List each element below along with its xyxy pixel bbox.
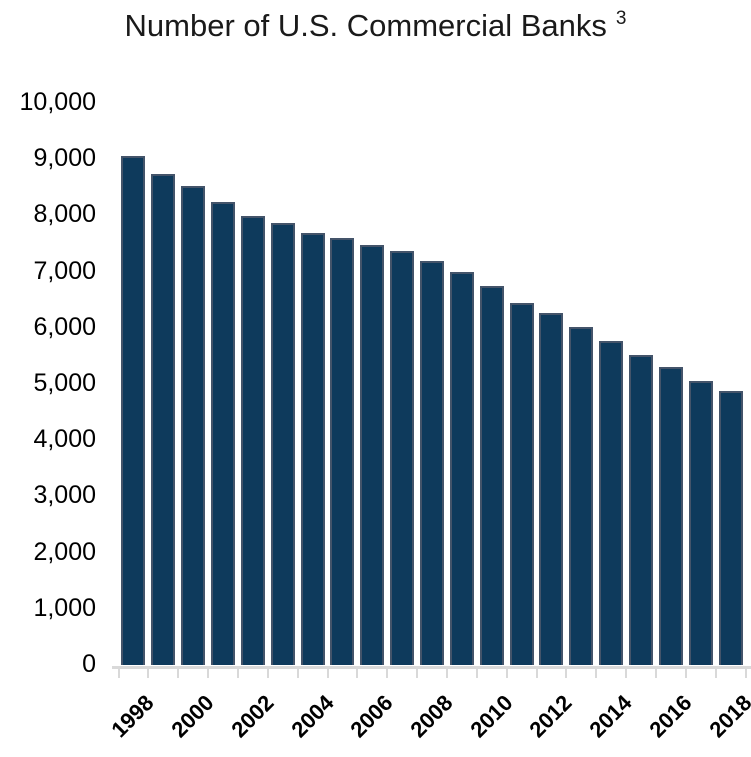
y-axis-tick-label-10000: 10,000 (19, 87, 96, 116)
y-axis-tick-label-4000: 4,000 (33, 425, 96, 454)
chart-title: Number of U.S. Commercial Banks 3 (0, 8, 751, 44)
bar-2005 (330, 237, 355, 665)
y-axis-tick-label-5000: 5,000 (33, 368, 96, 397)
bar-2013 (569, 327, 594, 665)
x-axis-tick (445, 669, 448, 678)
x-axis-tick (117, 669, 120, 678)
x-axis-tick (595, 669, 598, 678)
x-axis-tick (565, 669, 568, 678)
x-axis-tick-label-2014: 2014 (584, 690, 637, 743)
x-axis-tick-label-2016: 2016 (644, 690, 697, 743)
x-axis-tick (266, 669, 269, 678)
x-axis-tick (416, 669, 419, 678)
y-axis-tick-label-7000: 7,000 (33, 256, 96, 285)
y-axis-tick-label-9000: 9,000 (33, 144, 96, 173)
y-axis-tick-label-2000: 2,000 (33, 537, 96, 566)
bar-1998 (121, 156, 146, 665)
bar-2002 (240, 215, 265, 665)
x-axis-tick (356, 669, 359, 678)
bar-2004 (300, 232, 325, 665)
y-axis-tick-label-0: 0 (82, 649, 96, 678)
x-axis-tick (684, 669, 687, 678)
x-axis-tick-label-2012: 2012 (524, 690, 578, 743)
x-axis-tick (535, 669, 538, 678)
x-axis-tick-label-2000: 2000 (166, 690, 219, 743)
x-axis-tick-label-2004: 2004 (285, 690, 339, 743)
x-axis-tick (326, 669, 329, 678)
bar-2009 (449, 271, 474, 665)
x-axis-tick (386, 669, 389, 678)
bar-2015 (629, 354, 653, 665)
bar-2011 (509, 302, 534, 665)
x-axis-tick (236, 669, 239, 678)
x-axis-tick-label-2002: 2002 (226, 690, 279, 743)
x-axis-tick (147, 669, 150, 678)
x-axis-tick-label-2018: 2018 (703, 690, 751, 743)
bar-2016 (658, 366, 683, 665)
bar-2017 (688, 380, 713, 665)
bar-2012 (539, 312, 564, 665)
bar-2003 (270, 223, 295, 665)
bar-2000 (181, 185, 206, 665)
x-axis-tick (505, 669, 508, 678)
bar-2008 (420, 260, 444, 665)
y-axis-tick-label-3000: 3,000 (33, 481, 96, 510)
x-axis-tick-label-2008: 2008 (405, 690, 458, 743)
bar-2014 (599, 341, 624, 665)
bar-2018 (718, 390, 743, 665)
x-axis-tick-label-1998: 1998 (106, 690, 160, 743)
y-axis-tick-label-1000: 1,000 (33, 593, 96, 622)
bar-1999 (151, 173, 176, 665)
x-axis-line (111, 666, 751, 669)
x-axis-tick-label-2010: 2010 (465, 690, 518, 743)
x-axis-tick (177, 669, 180, 678)
bar-2010 (479, 286, 504, 665)
title-superscript: 3 (615, 8, 627, 29)
chart-title-text: Number of U.S. Commercial Banks (124, 8, 607, 43)
y-axis-tick-label-8000: 8,000 (33, 200, 96, 229)
x-axis-tick (207, 669, 210, 678)
x-axis-tick (475, 669, 478, 678)
x-axis-tick (654, 669, 657, 678)
x-axis-tick (625, 669, 628, 678)
y-axis-tick-label-6000: 6,000 (33, 312, 96, 341)
x-axis-tick-label-2006: 2006 (345, 690, 398, 743)
bar-2006 (360, 245, 385, 665)
bar-2007 (390, 250, 415, 665)
x-axis-tick (744, 669, 747, 678)
bar-2001 (211, 201, 235, 665)
x-axis-tick (296, 669, 299, 678)
x-axis-tick (714, 669, 717, 678)
